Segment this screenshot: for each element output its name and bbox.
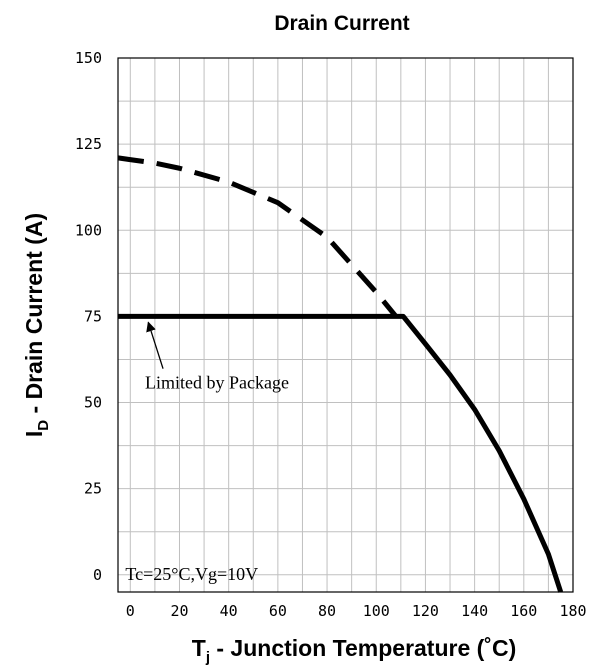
x-tick-label: 120 <box>412 602 439 620</box>
x-tick-labels: 0 20 40 60 80 100 120 140 160 180 <box>126 602 587 620</box>
y-tick-label: 25 <box>84 480 102 498</box>
y-axis-label: ID - Drain Current (A) <box>21 213 52 437</box>
y-tick-label: 150 <box>75 49 102 67</box>
y-tick-label: 50 <box>84 394 102 412</box>
series-line-solid <box>118 313 564 593</box>
chart-title: Drain Current <box>274 12 409 35</box>
grid-lines <box>118 58 573 592</box>
series-line-dashed <box>117 155 398 318</box>
x-tick-label: 160 <box>510 602 537 620</box>
annotations: Limited by Package Tc=25°C,Vg=10V <box>125 321 289 584</box>
x-tick-label: 0 <box>126 602 135 620</box>
x-tick-label: 60 <box>269 602 287 620</box>
annotation-conditions: Tc=25°C,Vg=10V <box>125 564 258 584</box>
x-tick-label: 180 <box>559 602 586 620</box>
x-axis-label: Tj - Junction Temperature (˚C) <box>192 635 517 666</box>
x-tick-label: 40 <box>220 602 238 620</box>
annotation-limited-by-package: Limited by Package <box>145 373 289 393</box>
plot-frame <box>117 57 574 593</box>
y-tick-labels: 0 25 50 75 100 125 150 <box>75 49 102 584</box>
y-tick-label: 100 <box>75 221 102 239</box>
y-tick-label: 0 <box>93 566 102 584</box>
y-tick-label: 75 <box>84 307 102 325</box>
y-tick-label: 125 <box>75 135 102 153</box>
x-tick-label: 20 <box>170 602 188 620</box>
x-tick-label: 140 <box>461 602 488 620</box>
x-tick-label: 80 <box>318 602 336 620</box>
annotation-arrow <box>146 321 164 369</box>
series-lines <box>117 155 564 593</box>
x-tick-label: 100 <box>363 602 390 620</box>
